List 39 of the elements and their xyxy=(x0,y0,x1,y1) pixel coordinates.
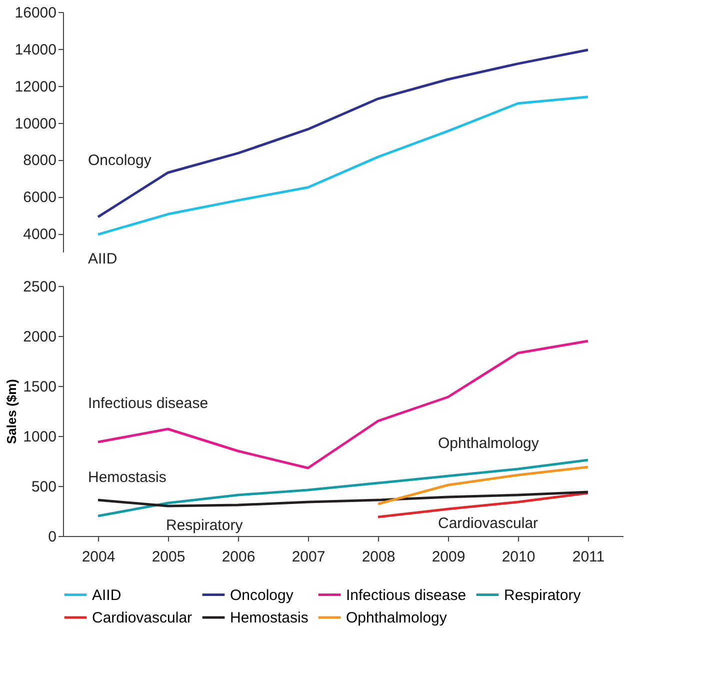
legend-label: Respiratory xyxy=(504,586,582,604)
legend-label: AIID xyxy=(92,586,122,604)
y-tick-label: 6000 xyxy=(23,189,56,206)
y-tick-label: 2500 xyxy=(23,278,56,296)
y-tick-label: 4000 xyxy=(23,226,56,244)
y-tick-label: 8000 xyxy=(23,152,56,170)
x-tick-label: 2008 xyxy=(362,548,396,566)
legend-label: Infectious disease xyxy=(346,586,466,604)
text: Respiratory xyxy=(166,517,243,534)
y-tick-label: 16000 xyxy=(14,4,56,22)
x-tick-label: 2009 xyxy=(432,548,466,566)
y-tick-label: 10000 xyxy=(14,115,56,132)
text: Infectious disease xyxy=(88,395,208,412)
text: Oncology xyxy=(88,152,152,169)
y-tick-label: 2000 xyxy=(23,328,56,346)
x-tick-label: 2011 xyxy=(572,548,605,566)
y-tick-label: 500 xyxy=(31,478,56,496)
x-tick-label: 2006 xyxy=(222,548,256,566)
text: Hemostasis xyxy=(88,469,166,486)
legend-label: Oncology xyxy=(230,586,294,604)
y-tick-label: 12000 xyxy=(14,78,56,96)
y-tick-label: 0 xyxy=(48,528,56,546)
x-tick-label: 2007 xyxy=(292,548,326,566)
text: AIID xyxy=(88,250,118,268)
y-tick-label: 1500 xyxy=(23,378,56,396)
y-tick-label: 1000 xyxy=(23,428,56,446)
legend-label: Cardiovascular xyxy=(92,610,192,626)
x-tick-label: 2010 xyxy=(502,548,536,566)
x-tick-label: 2005 xyxy=(152,548,186,566)
line-series xyxy=(376,492,590,518)
y-tick-label: 14000 xyxy=(14,41,56,58)
line-series xyxy=(376,466,590,506)
y-axis-title: Sales ($m) xyxy=(4,378,20,444)
line-series xyxy=(96,490,590,508)
x-tick-label: 2004 xyxy=(82,548,116,566)
legend-label: Ophthalmology xyxy=(346,610,448,626)
text: Cardiovascular xyxy=(438,515,538,532)
text: Ophthalmology xyxy=(438,435,539,452)
legend-label: Hemostasis xyxy=(230,610,308,626)
